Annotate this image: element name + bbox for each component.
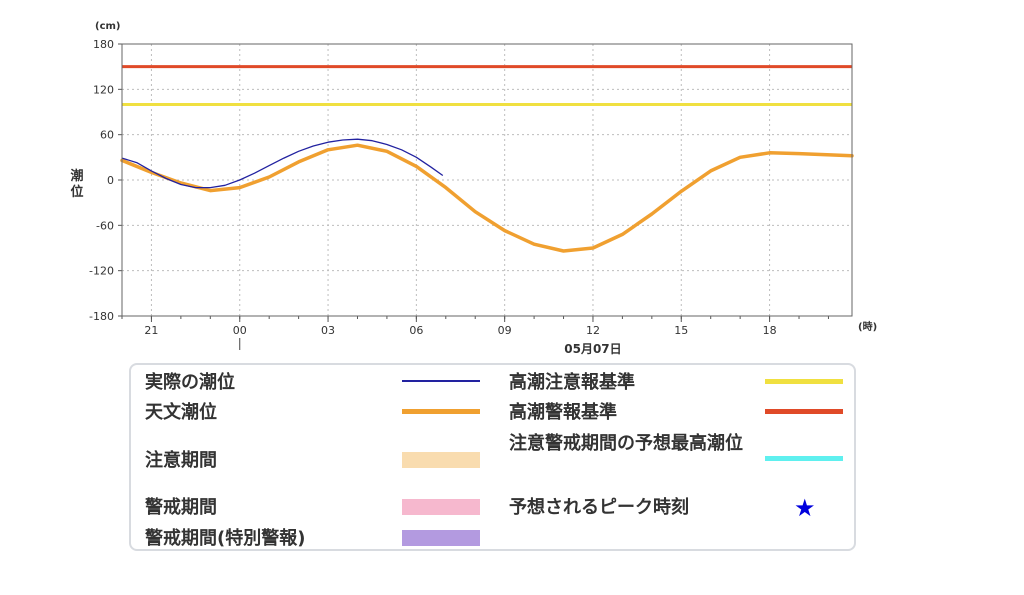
y-tick-label: 120 bbox=[93, 83, 114, 96]
y-axis-label: 潮位 bbox=[70, 168, 83, 200]
legend-swatch-actual-tide bbox=[402, 380, 480, 382]
x-tick-label: 03 bbox=[321, 324, 335, 337]
legend-label-forecast-max-tide: 注意警戒期間の予想最高潮位 bbox=[509, 433, 743, 454]
legend-label-astronomical-tide: 天文潮位 bbox=[145, 402, 217, 423]
y-tick-label: 60 bbox=[100, 129, 114, 142]
x-tick-label: 15 bbox=[674, 324, 688, 337]
y-unit-label: (cm) bbox=[95, 21, 121, 32]
y-tick-label: -180 bbox=[89, 310, 114, 323]
x-tick-label: 18 bbox=[763, 324, 777, 337]
tide-chart: 180 120 60 0 -60 -120 -180 21 00 03 06 09 12 15 18 (cm)… bbox=[70, 21, 877, 356]
x-tick-label: 06 bbox=[409, 324, 423, 337]
x-unit-label: (時) bbox=[858, 320, 877, 333]
series-line-actual bbox=[121, 138, 444, 189]
series-line-astronomical bbox=[120, 143, 854, 253]
legend-swatch-warning-period bbox=[402, 499, 480, 515]
legend-panel: 実際の潮位 天文潮位 注意期間 警戒期間 警戒期間(特別警報) 高潮注意報基準 … bbox=[129, 363, 856, 551]
legend-label-caution-period: 注意期間 bbox=[145, 450, 217, 471]
legend-swatch-caution-standard bbox=[765, 379, 843, 384]
legend-label-warning-period: 警戒期間 bbox=[145, 497, 217, 518]
legend-label-peak-time: 予想されるピーク時刻 bbox=[509, 497, 689, 518]
y-tick-label: -60 bbox=[96, 219, 114, 232]
legend-label-special-warning-period: 警戒期間(特別警報) bbox=[145, 528, 306, 549]
x-tick-label: 09 bbox=[498, 324, 512, 337]
legend-swatch-forecast-max-tide bbox=[765, 456, 843, 461]
star-icon: ★ bbox=[794, 494, 816, 522]
legend-label-actual-tide: 実際の潮位 bbox=[145, 372, 235, 393]
legend-swatch-astronomical-tide bbox=[402, 409, 480, 414]
y-tick-label: 180 bbox=[93, 38, 114, 51]
x-tick-label: 12 bbox=[586, 324, 600, 337]
legend-label-warning-standard: 高潮警報基準 bbox=[509, 402, 617, 423]
legend-swatch-warning-standard bbox=[765, 409, 843, 414]
x-tick-label: 21 bbox=[144, 324, 158, 337]
y-tick-label: -120 bbox=[89, 265, 114, 278]
plot-frame bbox=[121, 43, 853, 317]
x-tick-label: 00 bbox=[233, 324, 247, 337]
legend-label-caution-standard: 高潮注意報基準 bbox=[509, 372, 635, 393]
y-tick-label: 0 bbox=[107, 174, 114, 187]
legend-swatch-caution-period bbox=[402, 452, 480, 468]
date-label: 05月07日 bbox=[564, 342, 621, 356]
legend-swatch-special-warning-period bbox=[402, 530, 480, 546]
